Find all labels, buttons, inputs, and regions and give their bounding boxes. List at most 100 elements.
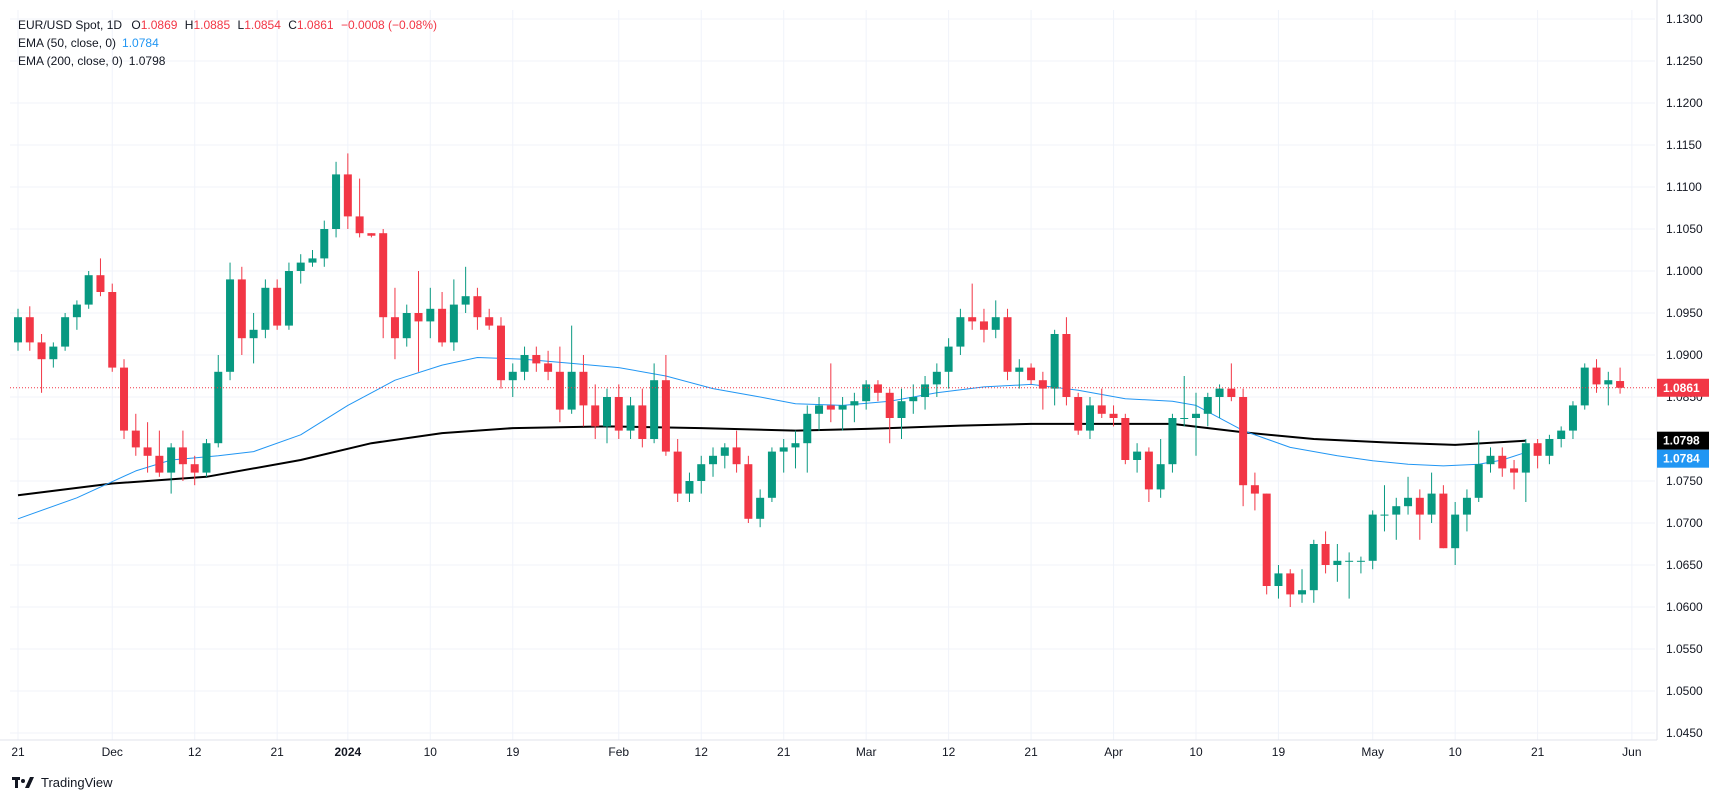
candle-body xyxy=(308,258,317,263)
candle xyxy=(49,342,58,368)
candle xyxy=(650,363,659,444)
candle xyxy=(296,254,305,284)
candle-body xyxy=(1616,381,1625,388)
candle xyxy=(579,355,588,427)
candle xyxy=(697,455,706,494)
tradingview-brand-name: TradingView xyxy=(41,775,113,790)
candle xyxy=(1557,426,1566,448)
candle xyxy=(1192,392,1200,456)
candle xyxy=(1616,367,1625,394)
y-tick-label: 1.1300 xyxy=(1666,12,1703,26)
candle xyxy=(426,287,435,339)
candle xyxy=(897,388,906,439)
candle xyxy=(1451,502,1460,565)
candle xyxy=(1085,397,1094,439)
candle xyxy=(1521,439,1530,502)
candle xyxy=(308,250,317,267)
legend-ema50-label[interactable]: EMA (50, close, 0) xyxy=(18,36,117,50)
y-tick-label: 1.0550 xyxy=(1666,642,1703,656)
candle xyxy=(414,271,423,372)
candle xyxy=(1097,388,1106,418)
legend-ema200-label[interactable]: EMA (200, close, 0) xyxy=(18,54,123,68)
candle xyxy=(756,489,765,528)
candle xyxy=(461,266,470,313)
tradingview-brand[interactable]: TradingView xyxy=(12,775,113,790)
candle xyxy=(1062,317,1071,406)
candle-body xyxy=(968,317,977,322)
candle xyxy=(155,430,164,477)
legend-ohlc-row: EUR/USD Spot, 1D O1.0869 H1.0885 L1.0854… xyxy=(18,16,441,34)
candle xyxy=(61,313,70,351)
candle-body xyxy=(709,455,718,465)
candle xyxy=(402,304,411,347)
candle-body xyxy=(143,447,152,456)
candle xyxy=(1380,485,1389,532)
candle-body xyxy=(862,384,871,402)
candle-body xyxy=(1038,380,1047,389)
candle xyxy=(709,447,718,477)
candle xyxy=(367,233,376,238)
legend-change-value: −0.0008 (−0.08%) xyxy=(340,18,438,32)
x-tick-label: 21 xyxy=(11,745,25,759)
candle-body xyxy=(178,447,187,465)
candle-body xyxy=(826,405,835,410)
candlestick-series xyxy=(14,153,1625,607)
candle-body xyxy=(261,287,270,330)
candle-body xyxy=(14,317,22,343)
x-tick-label: 21 xyxy=(270,745,284,759)
candle xyxy=(108,283,117,372)
candle xyxy=(968,283,977,330)
candle xyxy=(1262,493,1271,595)
candle-body xyxy=(1168,418,1177,465)
candle-body xyxy=(320,229,329,259)
candle-body xyxy=(131,430,140,448)
candle-body xyxy=(1274,573,1283,586)
candle xyxy=(1474,430,1483,502)
legend-symbol[interactable]: EUR/USD Spot, 1D xyxy=(18,18,123,32)
candle-body xyxy=(756,497,765,519)
candle-body xyxy=(1392,506,1401,515)
candle-body xyxy=(603,397,611,427)
candle xyxy=(767,447,776,502)
candle-body xyxy=(956,317,965,347)
candle-body xyxy=(296,262,305,271)
candle-body xyxy=(555,371,564,410)
candle-body xyxy=(767,451,776,498)
candle-body xyxy=(614,397,623,431)
candle xyxy=(685,472,694,502)
candle-body xyxy=(803,413,812,444)
ema200-line xyxy=(17,422,1526,497)
candle-body xyxy=(791,443,800,448)
x-tick-label: 2024 xyxy=(334,745,361,759)
candle xyxy=(1074,392,1083,435)
candle-body xyxy=(1027,367,1036,381)
candle-body xyxy=(1510,468,1519,473)
y-tick-label: 1.0900 xyxy=(1666,348,1703,362)
candle xyxy=(720,443,729,469)
candle-body xyxy=(1286,573,1295,595)
legend-high-value: 1.0885 xyxy=(193,18,231,32)
candle-body xyxy=(1604,380,1613,385)
candle-body xyxy=(1498,455,1507,469)
candle-body xyxy=(1580,367,1589,406)
candle xyxy=(673,439,682,502)
x-tick-label: 12 xyxy=(695,745,709,759)
candle xyxy=(1215,384,1224,418)
candle xyxy=(1298,569,1307,603)
candle-body xyxy=(367,233,376,236)
candle xyxy=(1498,447,1507,477)
candle xyxy=(1274,565,1283,599)
y-tick-label: 1.1050 xyxy=(1666,222,1703,236)
candle xyxy=(72,300,81,330)
last-price-tag: 1.0861 xyxy=(1663,381,1700,395)
candle-body xyxy=(1545,439,1554,456)
candle-body xyxy=(1380,514,1389,516)
candle-body xyxy=(190,464,199,473)
candle-body xyxy=(591,405,600,427)
candle xyxy=(284,262,293,330)
candle-body xyxy=(273,287,282,326)
candle xyxy=(873,380,882,402)
candle xyxy=(555,346,564,423)
candle-body xyxy=(96,275,105,292)
